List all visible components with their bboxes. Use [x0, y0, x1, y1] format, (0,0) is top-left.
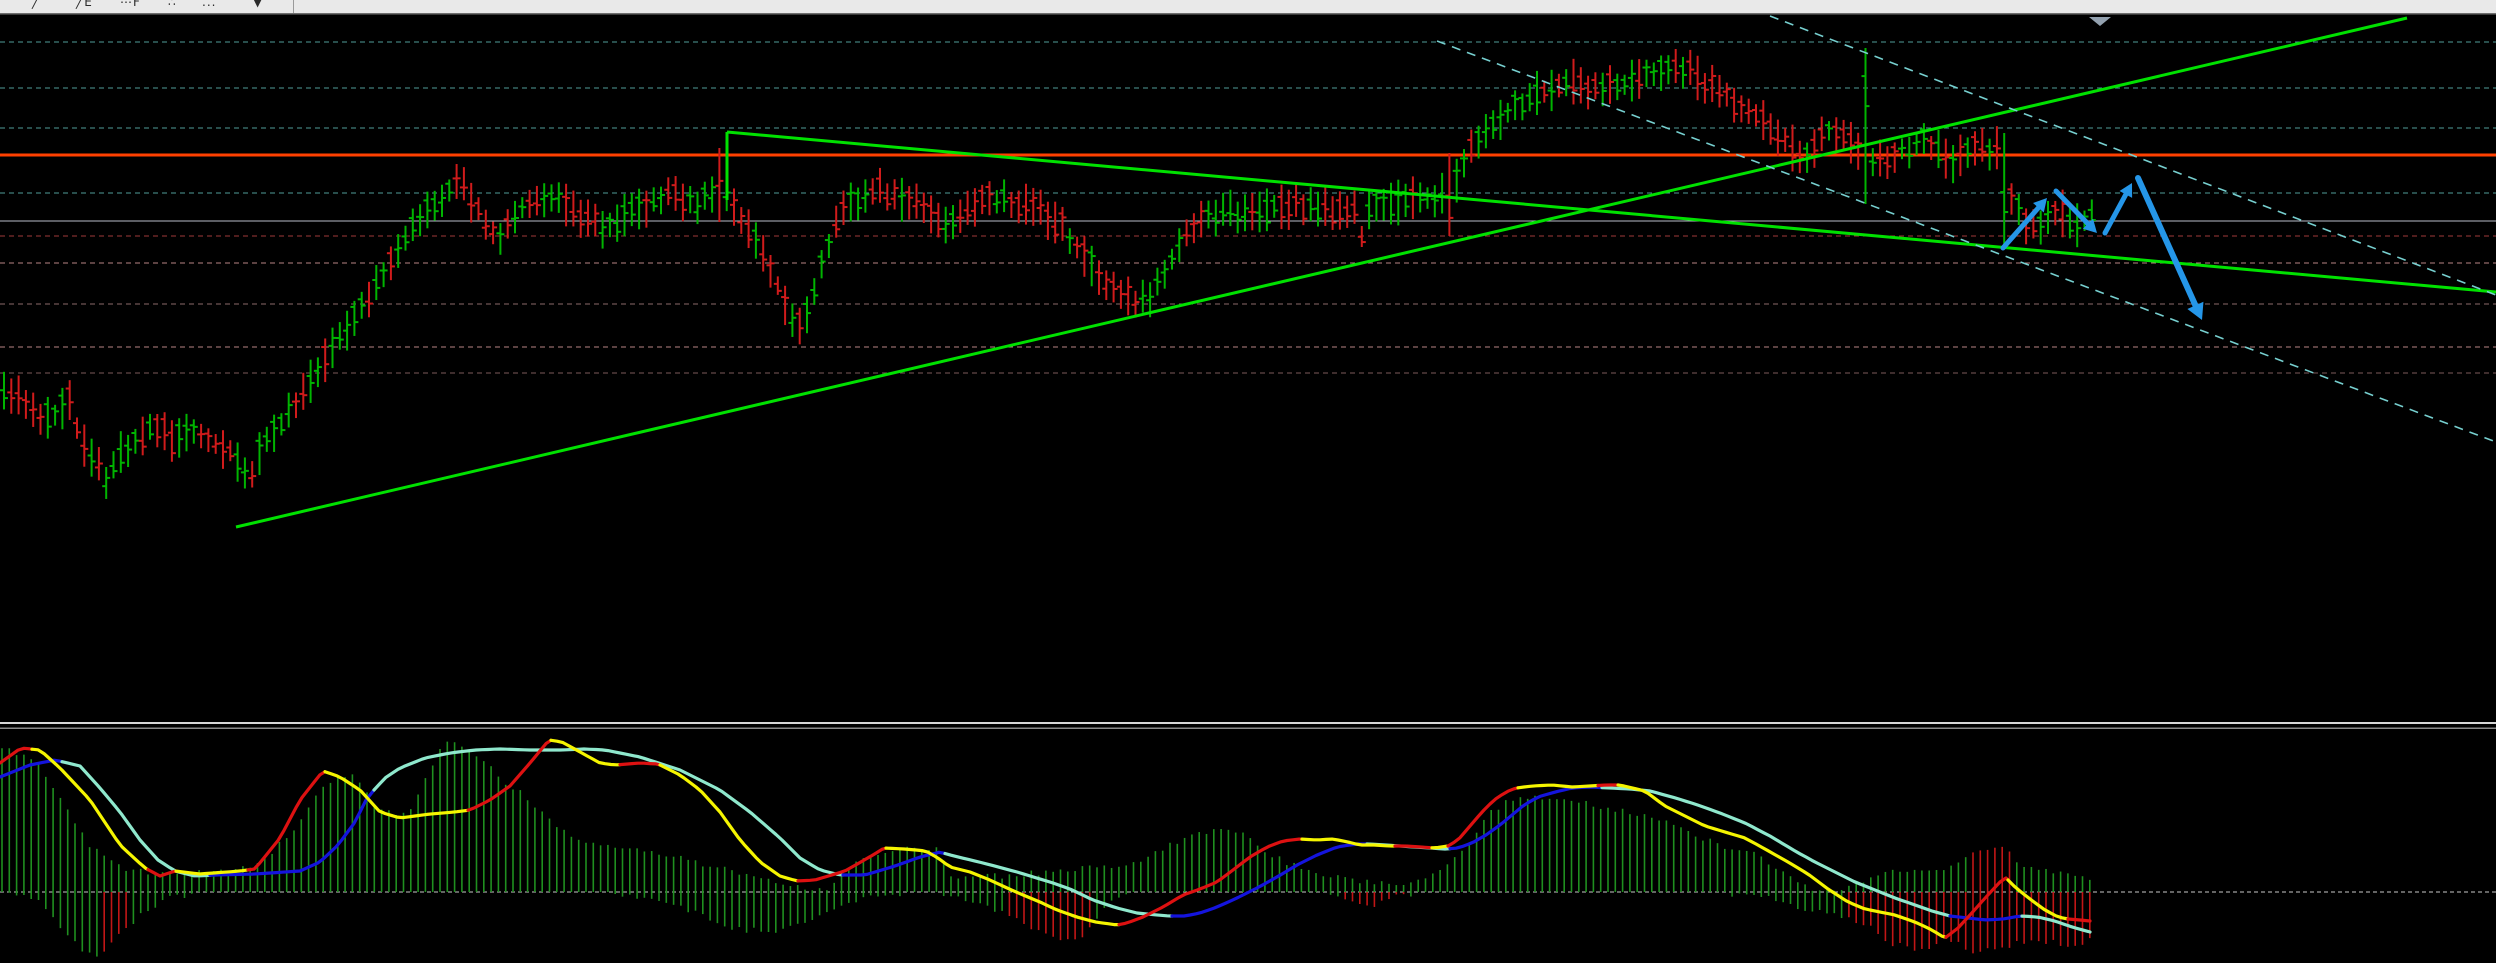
candlesticks [0, 48, 2096, 499]
channel-upper-dashed[interactable] [1769, 15, 2496, 296]
elliott-wave-icon[interactable]: ╱E [76, 0, 93, 9]
toolbar-separator [293, 0, 294, 13]
forecast-arrows[interactable] [2000, 175, 2204, 320]
line-studies-toolbar: ╱ ╱E ⋯F ∴ ⁚⁚⁚ ▼ [0, 0, 2496, 14]
indicator-fast-line [0, 738, 2092, 939]
dots-tool-icon[interactable]: ∴ [168, 0, 177, 9]
chart-shift-marker-icon [2089, 17, 2111, 26]
indicator-histogram [1, 741, 2091, 957]
dropdown-arrow-icon[interactable]: ▼ [253, 0, 264, 9]
channel-lower-dashed[interactable] [1436, 40, 2496, 443]
chart-top-border [0, 14, 2496, 17]
ascending-support[interactable] [235, 16, 2408, 529]
descending-resistance[interactable] [725, 130, 2496, 294]
panel-divider[interactable] [0, 722, 2496, 729]
trendline-icon[interactable]: ╱ [32, 0, 41, 9]
fibonacci-icon[interactable]: ⋯F [120, 0, 141, 9]
horizontal-levels [0, 41, 2496, 374]
pattern-tool-icon[interactable]: ⁚⁚⁚ [202, 0, 217, 9]
